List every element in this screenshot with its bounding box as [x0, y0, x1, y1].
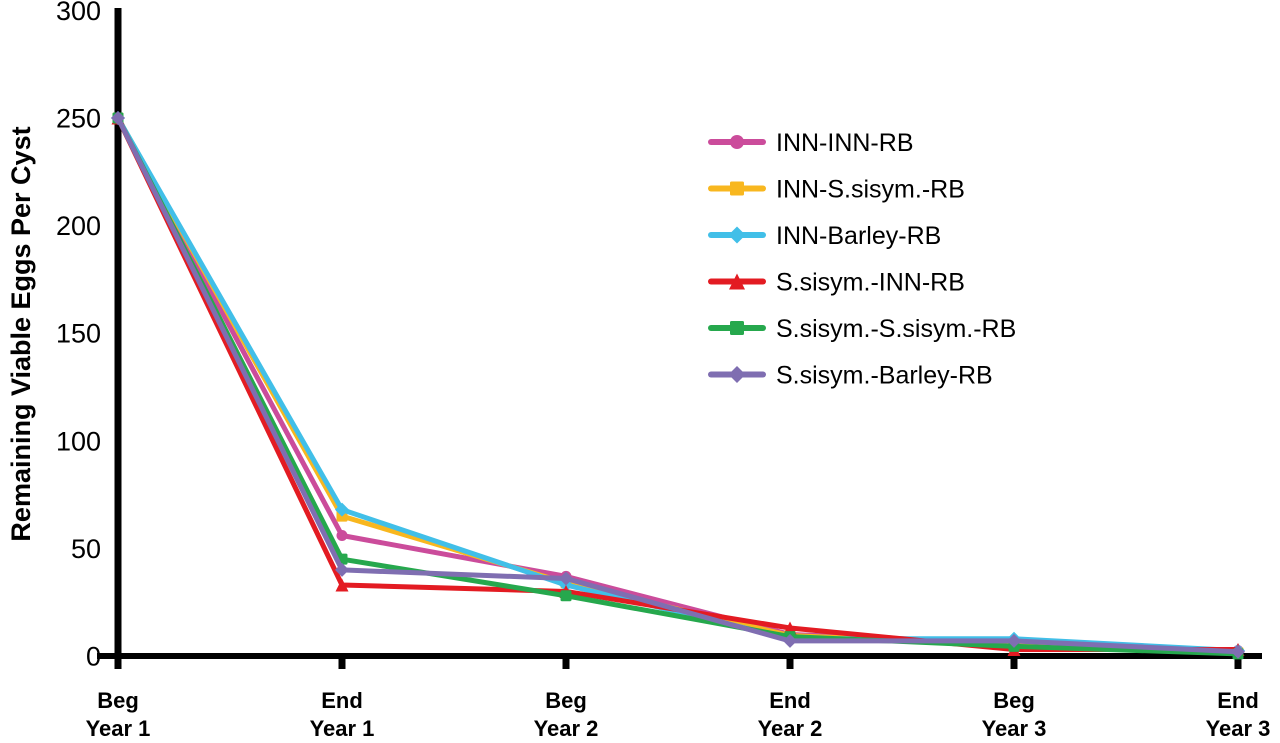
data-point-s-sisym-barley-rb-3: [783, 633, 797, 648]
series-line-inn-inn-rb: [115, 115, 1241, 654]
x-tick-end-year-2: [786, 653, 794, 669]
y-axis-title: Remaining Viable Eggs Per Cyst: [6, 126, 36, 541]
x-category-label-line1-end-year-1: End: [321, 688, 363, 713]
legend-swatch-marker-inn-s-sisym-rb: [730, 181, 744, 196]
legend-label-s-sisym-s-sisym-rb: S.sisym.-S.sisym.-RB: [776, 315, 1016, 343]
y-axis-line: [114, 8, 122, 669]
x-axis-line: [97, 653, 1262, 659]
y-tick-label-250: 250: [56, 104, 101, 134]
x-category-label-line1-beg-year-3: Beg: [993, 688, 1035, 713]
x-category-label-line2-end-year-1: Year 1: [310, 716, 375, 741]
y-tick-label-0: 0: [86, 642, 101, 672]
x-category-label-line2-beg-year-2: Year 2: [534, 716, 599, 741]
legend-label-inn-s-sisym-rb: INN-S.sisym.-RB: [776, 176, 965, 204]
x-category-label-line1-end-year-3: End: [1217, 688, 1259, 713]
x-category-label-line2-beg-year-3: Year 3: [982, 716, 1047, 741]
data-point-s-sisym-barley-rb-1: [335, 562, 349, 577]
x-category-label-line1-beg-year-1: Beg: [97, 688, 139, 713]
x-category-label-line2-beg-year-1: Year 1: [86, 716, 151, 741]
x-category-label-line2-end-year-3: Year 3: [1206, 716, 1271, 741]
legend-label-s-sisym-inn-rb: S.sisym.-INN-RB: [776, 269, 965, 297]
data-point-inn-barley-rb-1: [335, 502, 349, 517]
legend-swatch-marker-inn-inn-rb: [730, 135, 744, 149]
y-tick-label-100: 100: [56, 426, 101, 456]
x-tick-beg-year-2: [562, 653, 570, 669]
y-tick-label-50: 50: [71, 534, 101, 564]
data-point-inn-inn-rb-1: [336, 529, 348, 541]
series-line-inn-s-sisym-rb: [115, 115, 1241, 656]
data-point-s-sisym-barley-rb-4: [1007, 633, 1021, 648]
legend-label-inn-inn-rb: INN-INN-RB: [776, 129, 914, 157]
x-category-label-line1-beg-year-2: Beg: [545, 688, 587, 713]
data-point-s-sisym-barley-rb-0: [111, 111, 125, 125]
legend-label-s-sisym-barley-rb: S.sisym.-Barley-RB: [776, 362, 993, 390]
legend-swatch-marker-s-sisym-s-sisym-rb: [730, 321, 744, 335]
x-category-label-line2-end-year-2: Year 2: [758, 716, 823, 741]
data-point-s-sisym-barley-rb-2: [559, 571, 573, 586]
x-category-label-line1-end-year-2: End: [769, 688, 811, 713]
series-line-inn-barley-rb: [115, 115, 1241, 654]
series-line-s-sisym-inn-rb: [115, 115, 1241, 653]
x-tick-end-year-3: [1234, 653, 1242, 669]
y-tick-label-200: 200: [56, 211, 101, 241]
x-tick-end-year-1: [338, 653, 346, 669]
series-line-s-sisym-barley-rb: [115, 115, 1241, 655]
series-line-s-sisym-s-sisym-rb: [115, 115, 1241, 657]
legend-swatch-marker-inn-barley-rb: [728, 226, 746, 244]
y-tick-label-150: 150: [56, 319, 101, 349]
legend-label-inn-barley-rb: INN-Barley-RB: [776, 222, 941, 250]
data-point-s-sisym-s-sisym-rb-2: [560, 590, 572, 602]
data-point-s-sisym-inn-rb-1: [335, 578, 349, 592]
x-tick-beg-year-3: [1010, 653, 1018, 669]
data-point-s-sisym-barley-rb-5: [1231, 644, 1245, 659]
y-tick-label-300: 300: [56, 0, 101, 26]
legend-swatch-marker-s-sisym-barley-rb: [728, 366, 746, 383]
legend-swatch-marker-s-sisym-inn-rb: [729, 273, 745, 290]
